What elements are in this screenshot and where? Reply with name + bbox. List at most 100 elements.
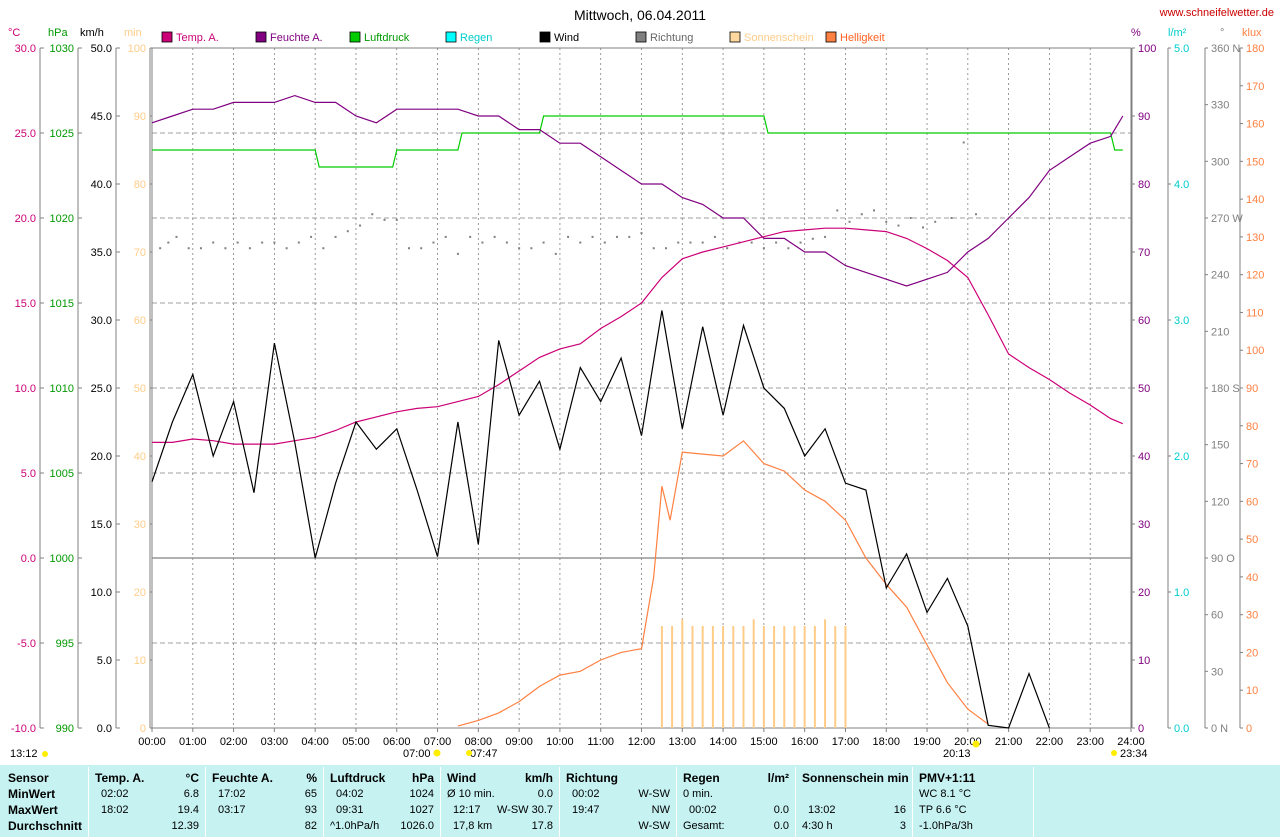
direction-point [505,241,508,244]
pressure-axis-tick-label: 1015 [50,298,74,310]
direction-axis-tick-label: 210 [1211,326,1229,338]
direction-point [799,241,802,244]
wind-max: W-SW 30.7 [496,804,553,816]
pressure-min: 1024 [409,788,434,800]
direction-min: W-SW [638,788,670,800]
humidity-axis-tick-label: 40 [1138,451,1150,463]
rain-duration: 0 min. [683,788,713,800]
brightness-axis-tick-label: 10 [1246,685,1258,697]
direction-column: Richtung 00:02 W-SW 19:47 NW W-SW [560,765,676,837]
legend-swatch [825,31,837,43]
direction-min-time: 00:02 [572,788,600,800]
brightness-axis-tick-label: 30 [1246,610,1258,622]
temp-axis-tick-label: -10.0 [11,723,36,735]
pressure-avg: 1026.0 [400,820,434,832]
direction-point [285,247,288,250]
wind-min-label: Ø 10 min. [447,788,495,800]
temp-a-line [152,227,1124,445]
direction-axis-tick-label: 30 [1211,666,1223,678]
direction-max-time: 19:47 [572,804,600,816]
sensor-header: Sensor [8,771,49,785]
x-tick-label: 17:00 [832,736,860,748]
brightness-axis-tick-label: 120 [1246,270,1264,282]
rain-max-time: 00:02 [689,804,717,816]
humidity-axis-tick-label: 0 [1138,723,1144,735]
direction-point [371,213,374,216]
direction-axis-tick-label: 300 [1211,156,1229,168]
humidity-header: Feuchte A. [212,771,273,785]
direction-point [175,235,178,238]
sunshine-axis-tick-label: 20 [134,587,146,599]
direction-point [603,241,606,244]
unit-temp: °C [8,27,20,39]
wind-header: Wind [447,771,477,785]
x-tick-label: 19:00 [913,736,941,748]
temp-axis-tick-label: 0.0 [21,553,36,565]
plot-series [151,94,1124,729]
direction-point [921,226,924,229]
plot-grid [151,47,1132,729]
brightness-axis-tick-label: 20 [1246,647,1258,659]
brightness-axis-tick-label: 100 [1246,345,1264,357]
temp-axis-tick-label: 30.0 [15,43,36,55]
direction-point [432,241,435,244]
x-tick-label: 12:00 [628,736,656,748]
direction-point [310,235,313,238]
unit-sunshine: min [124,27,142,39]
pmv-windchill: WC 8.1 °C [919,788,972,800]
direction-point [395,218,398,221]
humidity-min-time: 17:02 [218,788,246,800]
brightness-axis-tick-label: 40 [1246,572,1258,584]
wind-column: Wind km/h Ø 10 min. 0.0 12:17 W-SW 30.7 … [441,765,559,837]
pressure-min-time: 04:02 [336,788,364,800]
humidity-axis-tick-label: 50 [1138,383,1150,395]
direction-point [383,218,386,221]
brightness-axis-tick-label: 110 [1246,307,1264,319]
humidity-axis-tick-label: 80 [1138,179,1150,191]
wind-max-time: 12:17 [453,804,481,816]
rain-axis-tick-label: 2.0 [1174,451,1189,463]
direction-point [579,241,582,244]
moon-icon-rise [466,750,472,756]
unit-brightness: klux [1242,27,1262,39]
brightness-axis-tick-label: 50 [1246,534,1258,546]
pmv-header: PMV+1:11 [919,771,976,785]
sun-icon-sunset [972,740,980,748]
pressure-axis-tick-label: 990 [56,723,74,735]
unit-direction: ° [1220,27,1224,39]
legend-swatch [635,31,647,43]
direction-point [469,235,472,238]
brightness-axis-tick-label: 140 [1246,194,1264,206]
sunshine-column: Sonnenschein min 13:02 16 4:30 h 3 [796,765,912,837]
legend-swatch [255,31,267,43]
x-tick-label: 03:00 [261,736,289,748]
temp-axis-tick-label: -5.0 [17,638,36,650]
direction-point [591,235,594,238]
direction-point [750,241,753,244]
direction-axis-tick-label: 0 N [1211,723,1228,735]
sunshine-header: Sonnenschein min [802,771,909,785]
pressure-axis-tick-label: 1025 [50,128,74,140]
legend-swatch [349,31,361,43]
x-tick-label: 02:00 [220,736,248,748]
humidity-unit: % [306,771,317,785]
feuchte-a-line [151,94,1124,287]
pressure-column: Luftdruck hPa 04:02 1024 09:31 1027 ^1.0… [324,765,440,837]
wind-axis-tick-label: 20.0 [91,451,112,463]
humidity-axis-tick-label: 70 [1138,247,1150,259]
chart-title: Mittwoch, 06.04.2011 [574,7,706,23]
humidity-min: 65 [304,788,317,800]
x-tick-label: 08:00 [465,736,493,748]
direction-point [787,247,790,250]
x-tick-label: 21:00 [995,736,1023,748]
sunshine-avg: 3 [899,820,906,832]
x-tick-label: 10:00 [546,736,574,748]
wind-axis-tick-label: 40.0 [91,179,112,191]
weather-chart: Mittwoch, 06.04.2011 www.schneifelwetter… [8,7,1274,760]
x-tick-label: 06:00 [383,736,411,748]
direction-point [542,241,545,244]
row-label-avg: Durchschnitt [8,819,83,833]
watermark: www.schneifelwetter.de [1159,7,1274,19]
temp-axis-tick-label: 20.0 [15,213,36,225]
sunshine-axis-tick-label: 100 [128,43,146,55]
